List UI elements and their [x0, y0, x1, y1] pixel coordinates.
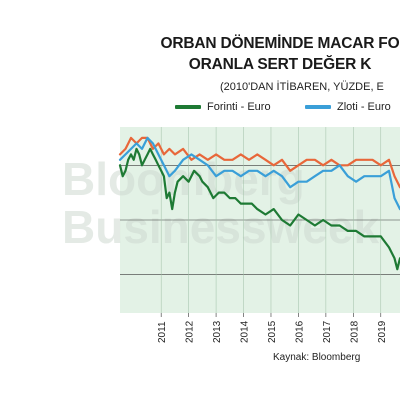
chart-title-line-2: ORANLA SERT DEĞER K	[188, 56, 372, 73]
x-tick-label: 2019	[377, 320, 388, 343]
source-note: Kaynak: Bloomberg	[273, 352, 361, 363]
legend-label-forint: Forinti - Euro	[207, 101, 271, 113]
watermark-text: Businessweek	[62, 201, 379, 253]
chart-title-line-1: ORBAN DÖNEMİNDE MACAR FO	[160, 35, 400, 52]
watermark-text: Bloomberg	[62, 153, 305, 205]
x-tick-label: 2016	[294, 320, 305, 343]
series-line-1	[118, 136, 400, 211]
legend-swatch-forint	[175, 105, 201, 110]
series-line-0	[118, 147, 400, 271]
chart-subtitle: (2010'DAN İTİBAREN, YÜZDE, E	[220, 81, 384, 93]
x-tick-label: 2015	[267, 320, 278, 343]
x-tick-label: 2018	[349, 320, 360, 343]
x-tick-label: 2014	[240, 320, 251, 343]
x-tick-label: 2013	[212, 320, 223, 343]
x-tick-label: 2011	[157, 321, 168, 343]
x-tick-label: 2017	[322, 320, 333, 343]
legend-label-zloti: Zloti - Euro	[337, 101, 391, 113]
legend-item-forint: Forinti - Euro	[175, 101, 271, 113]
x-tick-label: 2012	[185, 320, 196, 343]
legend-swatch-zloti	[305, 105, 331, 110]
legend-item-zloti: Zloti - Euro	[305, 101, 391, 113]
